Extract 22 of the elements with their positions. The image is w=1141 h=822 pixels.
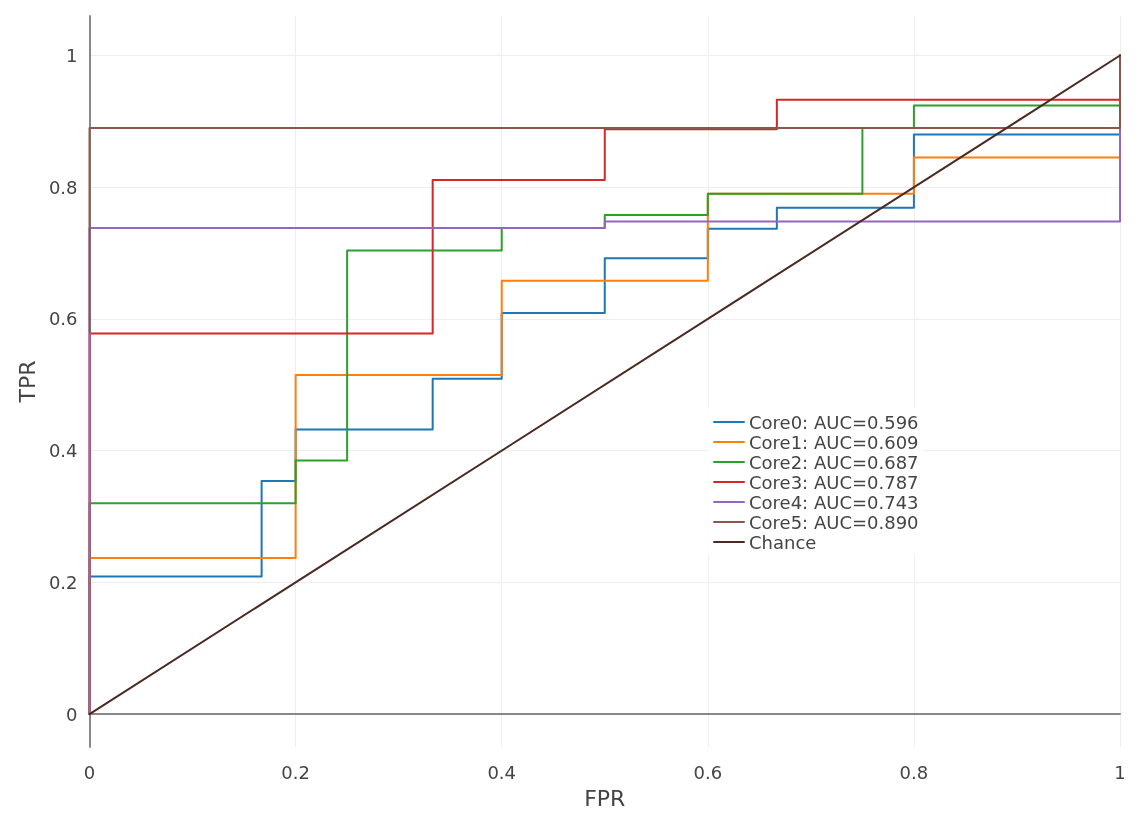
legend-label: Core3: AUC=0.787	[749, 471, 919, 493]
legend-label: Core4: AUC=0.743	[749, 491, 919, 513]
y-tick-label: 0.2	[48, 571, 78, 593]
x-tick-label: 0.8	[899, 761, 929, 783]
y-tick-label: 1	[66, 45, 78, 67]
y-tick-label: 0.6	[48, 308, 78, 330]
y-tick-label: 0.4	[48, 440, 78, 462]
legend-label: Core5: AUC=0.890	[749, 511, 919, 533]
x-tick-label: 0.2	[281, 761, 310, 783]
legend-label: Core2: AUC=0.687	[749, 451, 919, 473]
x-tick-label: 0.4	[487, 761, 517, 783]
y-tick-label: 0	[66, 703, 78, 725]
legend-label: Core1: AUC=0.609	[749, 431, 919, 453]
x-tick-label: 0	[83, 761, 96, 783]
y-axis-title: TPR	[14, 360, 40, 404]
x-tick-label: 1	[1114, 761, 1126, 783]
legend-label: Chance	[749, 531, 817, 553]
x-tick-label: 0.6	[693, 761, 723, 783]
legend-label: Core0: AUC=0.596	[749, 411, 919, 433]
line-series	[88, 54, 1121, 716]
y-tick-label: 0.8	[48, 176, 78, 198]
x-axis-title: FPR	[584, 785, 626, 811]
